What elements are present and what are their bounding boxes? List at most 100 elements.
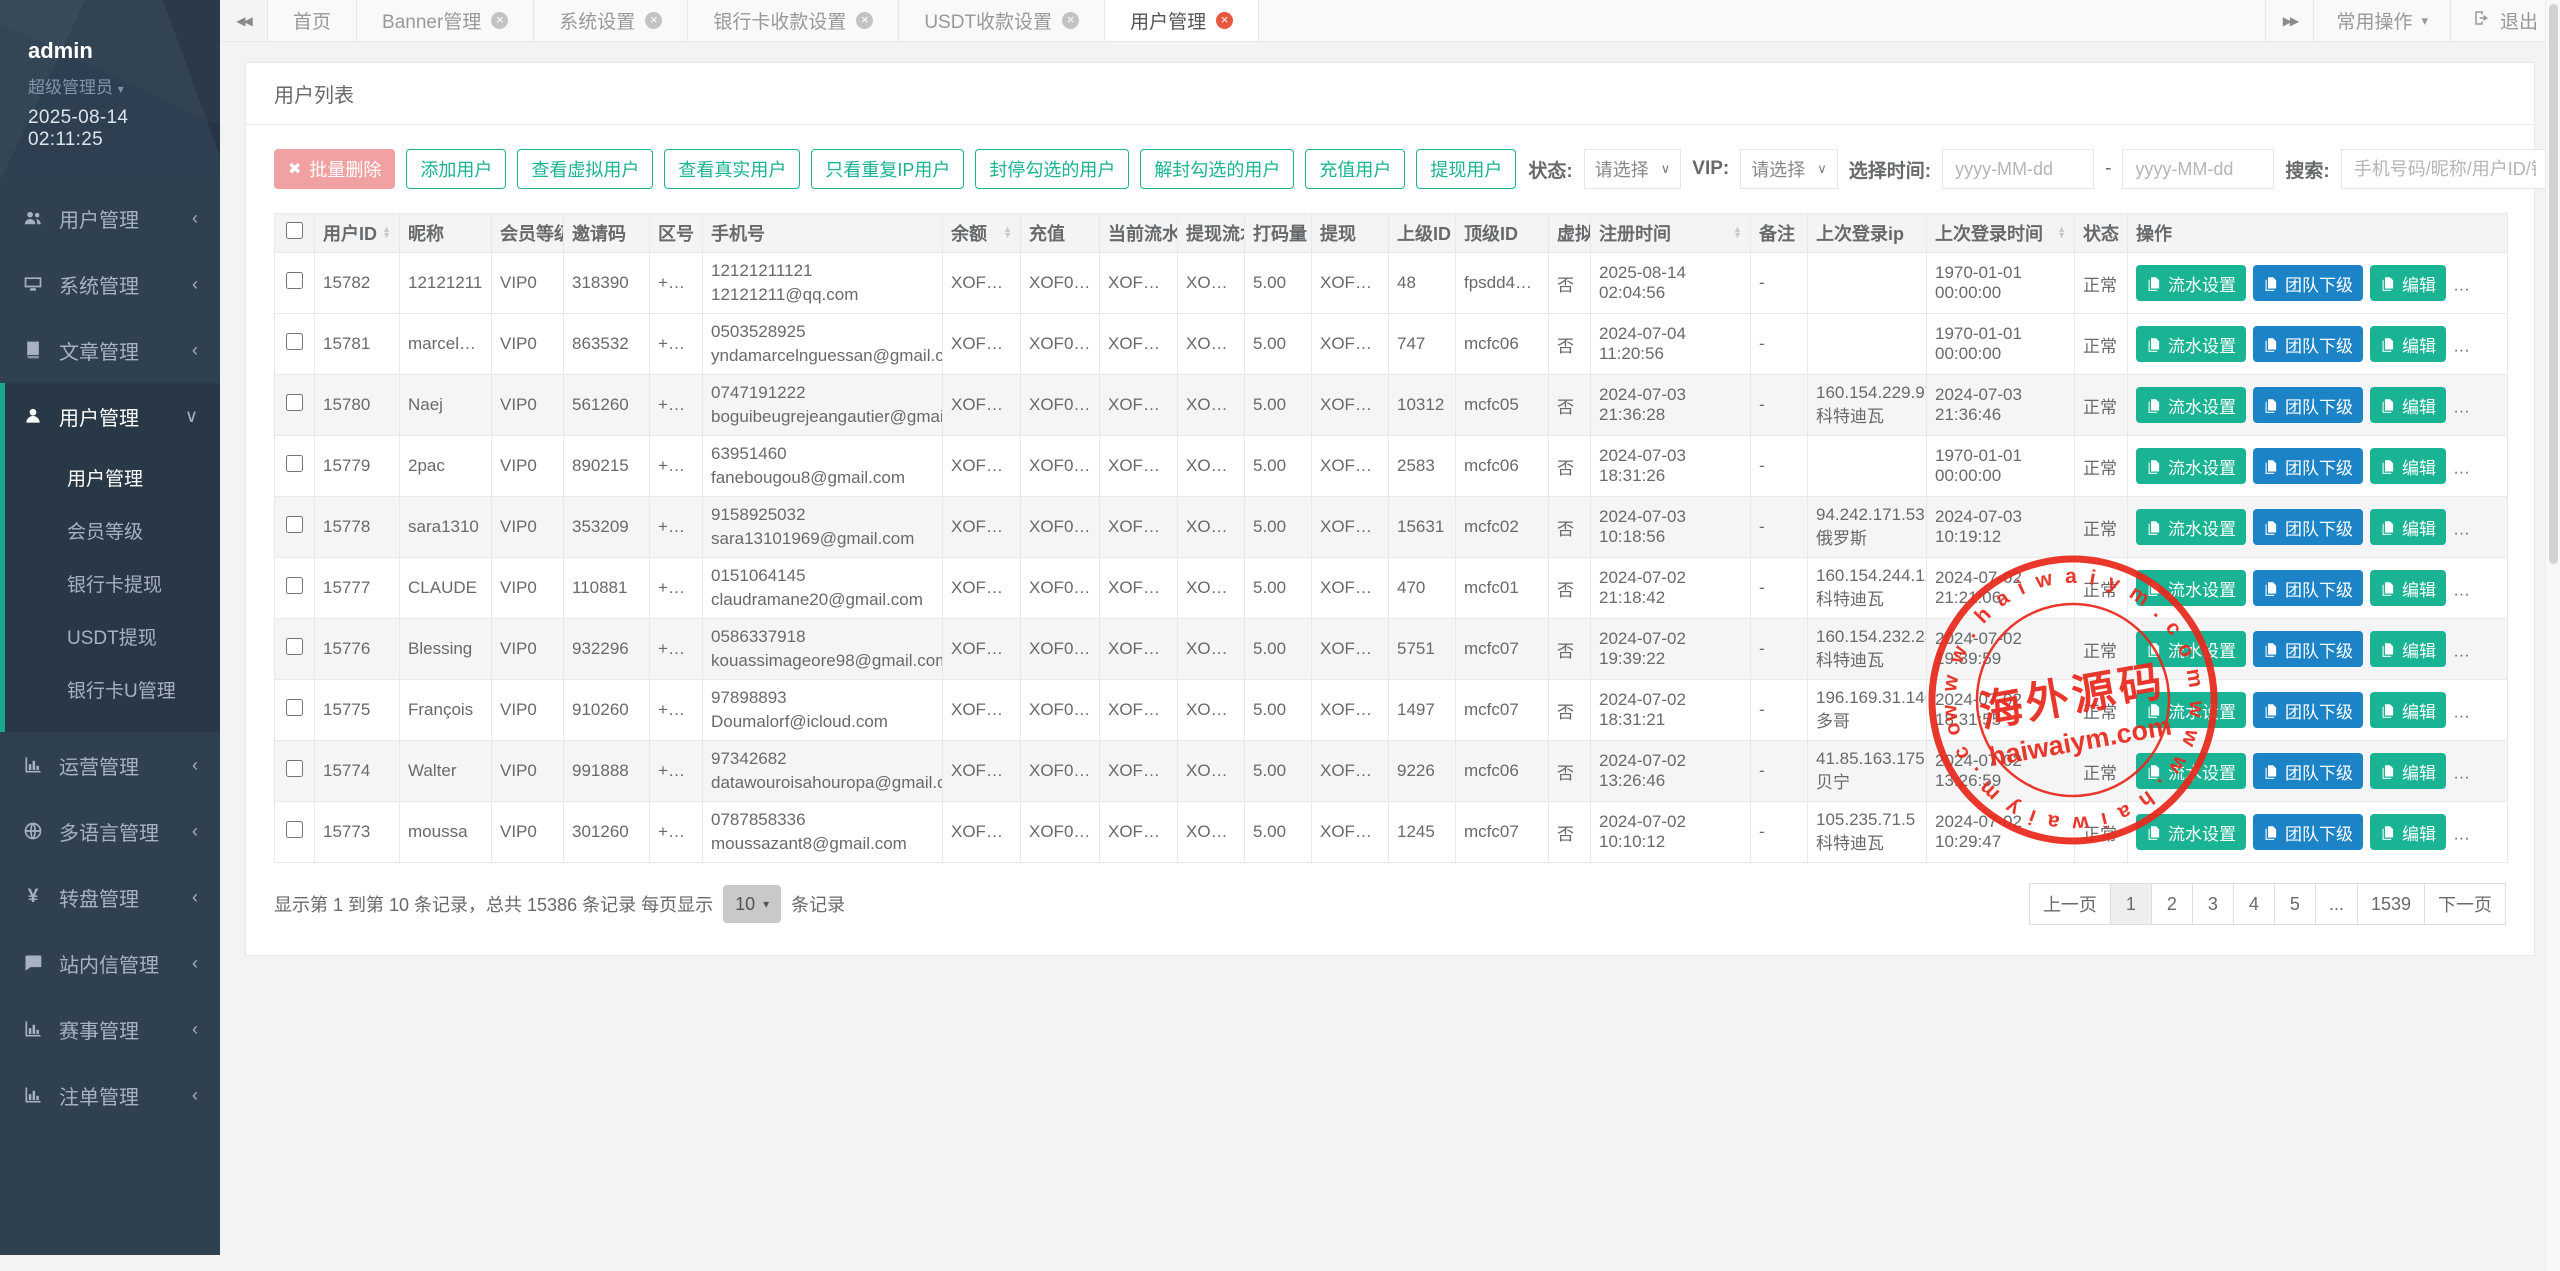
sort-icon[interactable]: ▲ ▼	[2057, 224, 2066, 240]
page-button-...[interactable]: ...	[2314, 883, 2358, 925]
tab-close-icon[interactable]: ×	[491, 12, 509, 29]
toolbar-button-只看重复IP用户[interactable]: 只看重复IP用户	[811, 149, 965, 189]
sort-icon[interactable]: ▲ ▼	[382, 224, 391, 240]
row-action-流水设置[interactable]: 流水设置	[2136, 265, 2246, 301]
tab-close-icon[interactable]: ×	[1062, 12, 1080, 29]
toolbar-button-提现用户[interactable]: 提现用户	[1416, 149, 1517, 189]
tab-close-icon[interactable]: ×	[645, 12, 663, 29]
row-checkbox[interactable]	[286, 699, 303, 716]
sidebar-item-运营管理-4[interactable]: 运营管理 ‹	[0, 732, 220, 798]
row-action-编辑[interactable]: 编辑	[2370, 631, 2446, 667]
column-header-last[interactable]: 上次登录时间 ▲ ▼	[1926, 213, 2075, 253]
row-checkbox[interactable]	[286, 821, 303, 838]
row-action-编辑[interactable]: 编辑	[2370, 753, 2446, 789]
column-header-reg[interactable]: 注册时间 ▲ ▼	[1590, 213, 1751, 253]
sidebar-item-注单管理-9[interactable]: 注单管理 ‹	[0, 1062, 220, 1128]
sidebar-subitem-会员等级[interactable]: 会员等级	[67, 522, 144, 543]
row-action-团队下级[interactable]: 团队下级	[2253, 448, 2363, 484]
toolbar-button-解封勾选的用户[interactable]: 解封勾选的用户	[1140, 149, 1295, 189]
row-action-团队下级[interactable]: 团队下级	[2253, 509, 2363, 545]
column-header-id[interactable]: 用户ID ▲ ▼	[314, 213, 400, 253]
tab-Banner管理[interactable]: Banner管理 ×	[357, 0, 535, 41]
row-action-团队下级[interactable]: 团队下级	[2253, 326, 2363, 362]
sidebar-item-文章管理-2[interactable]: 文章管理 ‹	[0, 317, 220, 383]
row-action-团队下级[interactable]: 团队下级	[2253, 814, 2363, 850]
row-action-团队下级[interactable]: 团队下级	[2253, 570, 2363, 606]
sidebar-item-赛事管理-8[interactable]: 赛事管理 ‹	[0, 996, 220, 1062]
column-header-balance[interactable]: 余额 ▲ ▼	[942, 213, 1021, 253]
page-button-5[interactable]: 5	[2273, 883, 2316, 925]
date-from-input[interactable]	[1942, 149, 2095, 189]
row-action-编辑[interactable]: 编辑	[2370, 692, 2446, 728]
tabs-scroll-right-icon[interactable]: ▶▶	[2265, 0, 2313, 41]
common-operations-dropdown[interactable]: 常用操作 ▾	[2313, 0, 2450, 41]
sidebar-subitem-USDT提现[interactable]: USDT提现	[67, 628, 157, 649]
row-action-团队下级[interactable]: 团队下级	[2253, 265, 2363, 301]
tab-close-icon[interactable]: ×	[1216, 12, 1234, 29]
sidebar-subitem-用户管理[interactable]: 用户管理	[67, 469, 144, 490]
select-all-checkbox[interactable]	[286, 222, 303, 239]
tab-close-icon[interactable]: ×	[856, 12, 874, 29]
row-checkbox[interactable]	[286, 577, 303, 594]
page-button-3[interactable]: 3	[2191, 883, 2234, 925]
row-checkbox[interactable]	[286, 455, 303, 472]
row-action-流水设置[interactable]: 流水设置	[2136, 509, 2246, 545]
sidebar-subitem-银行卡提现[interactable]: 银行卡提现	[67, 575, 163, 596]
tab-首页[interactable]: 首页	[268, 0, 358, 41]
tab-用户管理[interactable]: 用户管理 ×	[1105, 0, 1260, 41]
row-action-团队下级[interactable]: 团队下级	[2253, 631, 2363, 667]
row-action-流水设置[interactable]: 流水设置	[2136, 326, 2246, 362]
row-action-团队下级[interactable]: 团队下级	[2253, 387, 2363, 423]
search-input[interactable]	[2340, 149, 2549, 189]
page-button-1[interactable]: 1	[2109, 883, 2152, 925]
sort-icon[interactable]: ▲ ▼	[1003, 224, 1012, 240]
status-select[interactable]: 请选择 ∨	[1583, 149, 1682, 189]
row-action-流水设置[interactable]: 流水设置	[2136, 448, 2246, 484]
row-action-流水设置[interactable]: 流水设置	[2136, 814, 2246, 850]
date-to-input[interactable]	[2122, 149, 2275, 189]
toolbar-button-批量删除[interactable]: ✖ 批量删除	[274, 149, 396, 189]
toolbar-button-添加用户[interactable]: 添加用户	[406, 149, 507, 189]
row-action-流水设置[interactable]: 流水设置	[2136, 753, 2246, 789]
row-checkbox[interactable]	[286, 760, 303, 777]
tab-系统设置[interactable]: 系统设置 ×	[534, 0, 689, 41]
tab-USDT收款设置[interactable]: USDT收款设置 ×	[899, 0, 1106, 41]
toolbar-button-封停勾选的用户[interactable]: 封停勾选的用户	[975, 149, 1130, 189]
user-role-dropdown[interactable]: 超级管理员 ▾	[28, 73, 192, 98]
scrollbar-thumb[interactable]	[2548, 4, 2558, 564]
toolbar-button-查看真实用户[interactable]: 查看真实用户	[664, 149, 801, 189]
page-button-1539[interactable]: 1539	[2356, 883, 2425, 925]
row-action-流水设置[interactable]: 流水设置	[2136, 692, 2246, 728]
row-action-编辑[interactable]: 编辑	[2370, 814, 2446, 850]
row-checkbox[interactable]	[286, 272, 303, 289]
logout-button[interactable]: 退出	[2449, 0, 2560, 41]
row-action-编辑[interactable]: 编辑	[2370, 387, 2446, 423]
row-checkbox[interactable]	[286, 638, 303, 655]
row-action-团队下级[interactable]: 团队下级	[2253, 753, 2363, 789]
row-action-流水设置[interactable]: 流水设置	[2136, 570, 2246, 606]
page-button-上一页[interactable]: 上一页	[2028, 883, 2111, 925]
sort-icon[interactable]: ▲ ▼	[1733, 224, 1742, 240]
page-button-2[interactable]: 2	[2150, 883, 2193, 925]
page-button-4[interactable]: 4	[2232, 883, 2275, 925]
row-action-编辑[interactable]: 编辑	[2370, 326, 2446, 362]
row-action-流水设置[interactable]: 流水设置	[2136, 387, 2246, 423]
row-action-编辑[interactable]: 编辑	[2370, 265, 2446, 301]
tabs-scroll-left-icon[interactable]: ◀◀	[220, 0, 268, 41]
vip-select[interactable]: 请选择 ∨	[1740, 149, 1838, 189]
row-action-编辑[interactable]: 编辑	[2370, 570, 2446, 606]
row-action-编辑[interactable]: 编辑	[2370, 448, 2446, 484]
row-checkbox[interactable]	[286, 333, 303, 350]
row-action-编辑[interactable]: 编辑	[2370, 509, 2446, 545]
sidebar-item-用户管理-3[interactable]: 用户管理 ∨	[5, 383, 220, 449]
page-button-下一页[interactable]: 下一页	[2424, 883, 2506, 925]
sidebar-item-转盘管理-6[interactable]: ¥ 转盘管理 ‹	[0, 864, 220, 930]
scrollbar[interactable]	[2545, 0, 2560, 1271]
sidebar-item-用户管理-0[interactable]: 用户管理 ‹	[0, 185, 220, 251]
column-header-vip[interactable]: 会员等级▲▼	[491, 213, 564, 253]
tab-银行卡收款设置[interactable]: 银行卡收款设置 ×	[688, 0, 900, 41]
toolbar-button-查看虚拟用户[interactable]: 查看虚拟用户	[517, 149, 654, 189]
sidebar-item-系统管理-1[interactable]: 系统管理 ‹	[0, 251, 220, 317]
page-size-dropdown[interactable]: 10 ▾	[723, 885, 782, 923]
sidebar-item-站内信管理-7[interactable]: 站内信管理 ‹	[0, 930, 220, 996]
